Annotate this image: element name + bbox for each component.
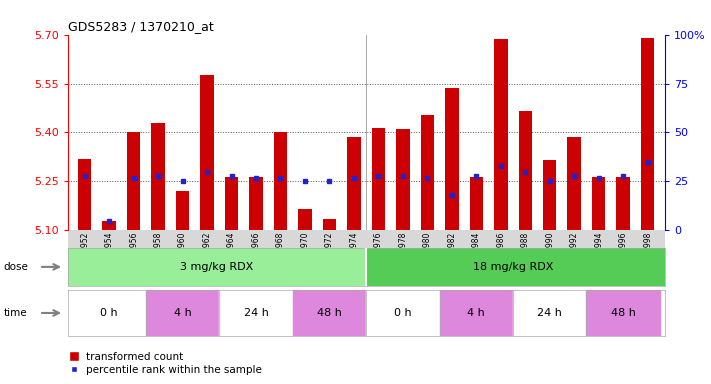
Text: time: time [4,308,27,318]
Bar [176,191,189,230]
Bar [225,177,238,230]
Text: GDS5283 / 1370210_at: GDS5283 / 1370210_at [68,20,213,33]
Text: 24 h: 24 h [244,308,269,318]
Text: 18 mg/kg RDX: 18 mg/kg RDX [473,262,553,272]
Text: 48 h: 48 h [317,308,342,318]
Bar [616,177,630,230]
Bar [469,177,483,230]
Bar [366,290,439,336]
Bar [366,248,665,286]
Bar [219,290,293,336]
Text: 0 h: 0 h [394,308,412,318]
Bar [127,132,140,230]
Bar [293,290,366,336]
Bar [201,75,214,230]
Bar [439,290,513,336]
Bar [102,220,116,230]
Bar [396,129,410,230]
Bar [151,123,165,230]
Bar [543,160,557,230]
Text: 48 h: 48 h [611,308,636,318]
Bar [323,219,336,230]
Bar [298,209,311,230]
Bar [445,88,459,230]
Legend: transformed count, percentile rank within the sample: transformed count, percentile rank withi… [65,348,267,379]
Bar [146,290,219,336]
Text: 24 h: 24 h [538,308,562,318]
Bar [513,290,587,336]
Bar [421,114,434,230]
Bar [250,177,263,230]
Bar [372,127,385,230]
Text: dose: dose [4,262,28,272]
Bar [274,132,287,230]
Text: 4 h: 4 h [467,308,485,318]
Bar [78,159,92,230]
Bar [641,38,654,230]
Bar [68,248,366,286]
Bar [587,290,660,336]
Bar [518,111,532,230]
Text: 4 h: 4 h [173,308,191,318]
Text: 0 h: 0 h [100,308,118,318]
Bar [494,40,508,230]
Text: 3 mg/kg RDX: 3 mg/kg RDX [180,262,254,272]
Bar [567,137,581,230]
Bar [347,137,360,230]
Bar [73,290,146,336]
Bar [592,177,606,230]
